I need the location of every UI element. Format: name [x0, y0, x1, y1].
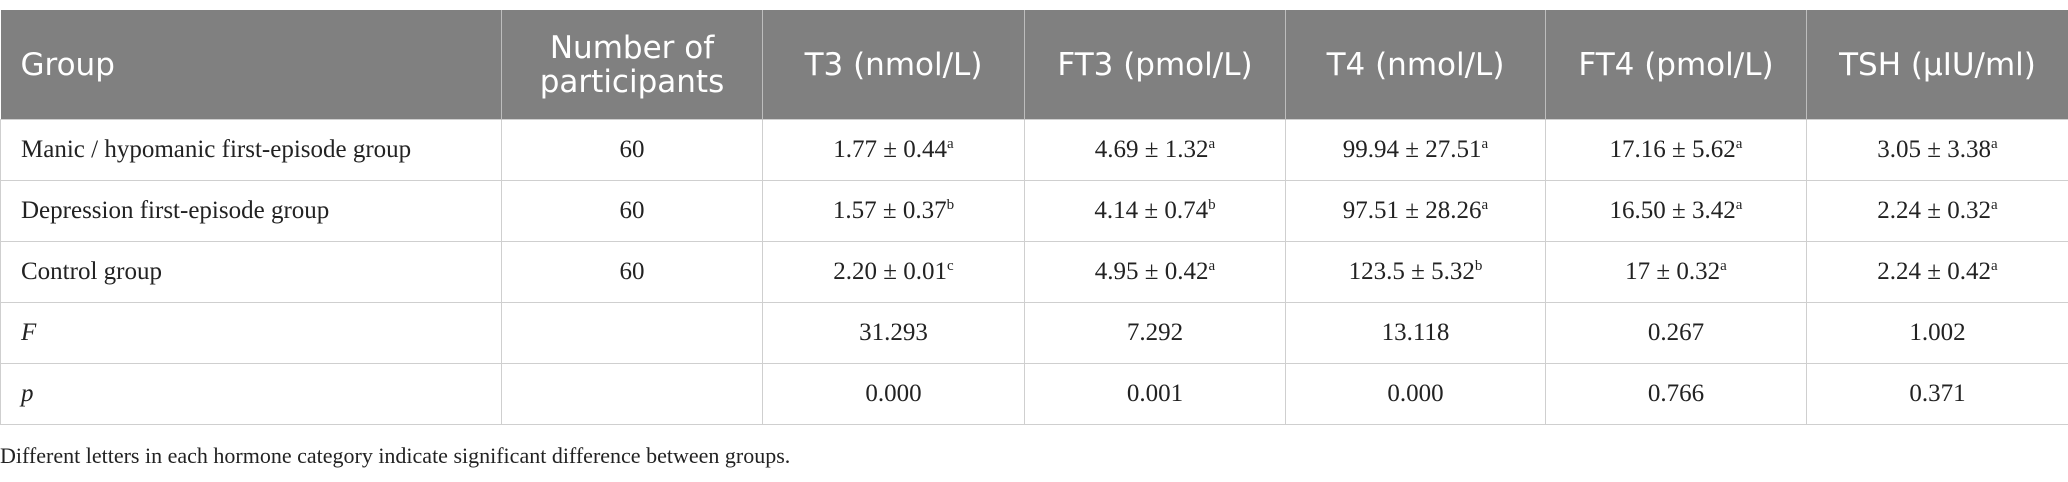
significance-letter: a [1720, 258, 1727, 274]
empty-cell [501, 363, 763, 425]
significance-letter: a [1991, 258, 1998, 274]
value-cell: 2.20 ± 0.01c [762, 241, 1025, 303]
group-cell: Depression first-episode group [0, 180, 502, 242]
column-header: Group [0, 10, 502, 120]
value-text: 17.16 ± 5.62 [1609, 136, 1736, 163]
column-header: TSH (μIU/ml) [1806, 10, 2068, 120]
significance-letter: a [1481, 136, 1489, 152]
value-text: 4.69 ± 1.32 [1094, 136, 1209, 163]
table-row: Depression first-episode group 60 1.57 ± 0… [0, 180, 2068, 242]
value-text: 2.24 ± 0.32 [1877, 197, 1992, 224]
value-text: 97.51 ± 28.26 [1342, 197, 1482, 224]
value-text: 4.14 ± 0.74 [1094, 197, 1209, 224]
value-cell: 123.5 ± 5.32b [1285, 241, 1546, 303]
value-cell: 17.16 ± 5.62a [1545, 119, 1807, 181]
table-row: Manic / hypomanic first-episode group 60 1… [0, 119, 2068, 181]
header-row: Group Number of participants T3 (nmol/L) FT… [0, 10, 2068, 120]
value-cell: 1.002 [1806, 302, 2068, 364]
footnote: Different letters in each hormone catego… [0, 443, 791, 468]
significance-letter: c [947, 258, 954, 274]
table-container: Group Number of participants T3 (nmol/L) FT… [0, 10, 2068, 425]
value-cell: 3.05 ± 3.38a [1806, 119, 2068, 181]
value-text: 2.20 ± 0.01 [833, 258, 948, 285]
column-header: T3 (nmol/L) [762, 10, 1025, 120]
value-cell: 7.292 [1024, 302, 1286, 364]
significance-letter: a [1991, 197, 1998, 213]
value-text: 3.05 ± 3.38 [1877, 136, 1992, 163]
data-table: Group Number of participants T3 (nmol/L) FT… [0, 10, 2068, 425]
table-body: Manic / hypomanic first-episode group 60 1… [0, 119, 2068, 425]
significance-letter: b [946, 197, 955, 213]
value-cell: 1.77 ± 0.44a [762, 119, 1025, 181]
count-cell: 60 [501, 119, 763, 181]
value-text: 17 ± 0.32 [1625, 258, 1721, 285]
table-row: p 0.000 0.001 0.000 0.766 0.371 [0, 363, 2068, 425]
column-header: T4 (nmol/L) [1285, 10, 1546, 120]
value-text: 0.001 [1126, 380, 1184, 407]
significance-letter: a [1991, 136, 1998, 152]
significance-letter: a [947, 136, 954, 152]
significance-letter: a [1208, 258, 1216, 274]
value-cell: 0.766 [1545, 363, 1807, 425]
value-cell: 2.24 ± 0.42a [1806, 241, 2068, 303]
table-row: Control group 60 2.20 ± 0.01c 4.95 ± 0.42a 1… [0, 241, 2068, 303]
significance-letter: a [1735, 197, 1743, 213]
value-cell: 97.51 ± 28.26a [1285, 180, 1546, 242]
value-cell: 0.371 [1806, 363, 2068, 425]
value-text: 0.000 [1387, 380, 1444, 407]
value-cell: 13.118 [1285, 302, 1546, 364]
value-text: 31.293 [859, 319, 928, 346]
column-header: FT3 (pmol/L) [1024, 10, 1286, 120]
value-cell: 4.95 ± 0.42a [1024, 241, 1286, 303]
value-cell: 4.69 ± 1.32a [1024, 119, 1286, 181]
value-cell: 16.50 ± 3.42a [1545, 180, 1807, 242]
empty-cell [501, 302, 763, 364]
value-text: 1.57 ± 0.37 [832, 197, 947, 224]
value-text: 0.766 [1647, 380, 1705, 407]
value-cell: 17 ± 0.32a [1545, 241, 1807, 303]
count-cell: 60 [501, 241, 763, 303]
value-text: 0.000 [865, 380, 922, 407]
value-text: 2.24 ± 0.42 [1877, 258, 1992, 285]
significance-letter: a [1735, 136, 1743, 152]
value-cell: 31.293 [762, 302, 1025, 364]
group-cell: Manic / hypomanic first-episode group [0, 119, 502, 181]
value-text: 0.371 [1909, 380, 1966, 407]
count-cell: 60 [501, 180, 763, 242]
value-text: 13.118 [1381, 319, 1450, 346]
value-cell: 0.267 [1545, 302, 1807, 364]
value-cell: 2.24 ± 0.32a [1806, 180, 2068, 242]
value-cell: 1.57 ± 0.37b [762, 180, 1025, 242]
value-text: 1.77 ± 0.44 [833, 136, 948, 163]
value-text: 4.95 ± 0.42 [1094, 258, 1209, 285]
value-cell: 99.94 ± 27.51a [1285, 119, 1546, 181]
column-header: FT4 (pmol/L) [1545, 10, 1807, 120]
significance-letter: a [1481, 197, 1489, 213]
value-text: 123.5 ± 5.32 [1348, 258, 1475, 285]
value-text: 7.292 [1126, 319, 1184, 346]
table-row: F 31.293 7.292 13.118 0.267 1.002 [0, 302, 2068, 364]
significance-letter: a [1208, 136, 1216, 152]
column-header: Number of participants [501, 10, 763, 120]
group-cell: p [0, 363, 502, 425]
group-cell: Control group [0, 241, 502, 303]
group-cell: F [0, 302, 502, 364]
significance-letter: b [1208, 197, 1216, 213]
value-cell: 4.14 ± 0.74b [1024, 180, 1286, 242]
value-text: 1.002 [1909, 319, 1966, 346]
value-text: 16.50 ± 3.42 [1609, 197, 1736, 224]
value-text: 99.94 ± 27.51 [1342, 136, 1482, 163]
value-cell: 0.001 [1024, 363, 1286, 425]
value-text: 0.267 [1647, 319, 1705, 346]
value-cell: 0.000 [1285, 363, 1546, 425]
significance-letter: b [1474, 258, 1483, 274]
value-cell: 0.000 [762, 363, 1025, 425]
